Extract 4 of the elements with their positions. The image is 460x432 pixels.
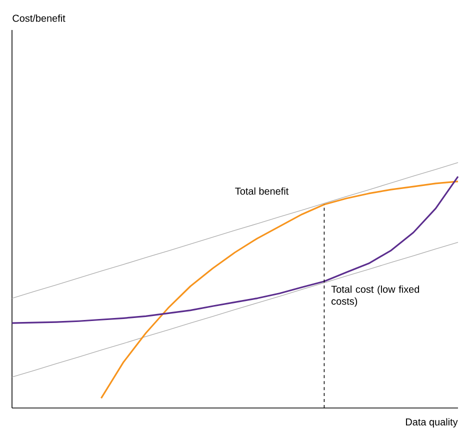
annotation: Total benefit: [235, 187, 289, 195]
x-axis-title: Data quality: [406, 418, 458, 428]
annotation: Total cost (low fixed costs): [331, 285, 420, 307]
text: Cost/benefit: [12, 14, 66, 22]
